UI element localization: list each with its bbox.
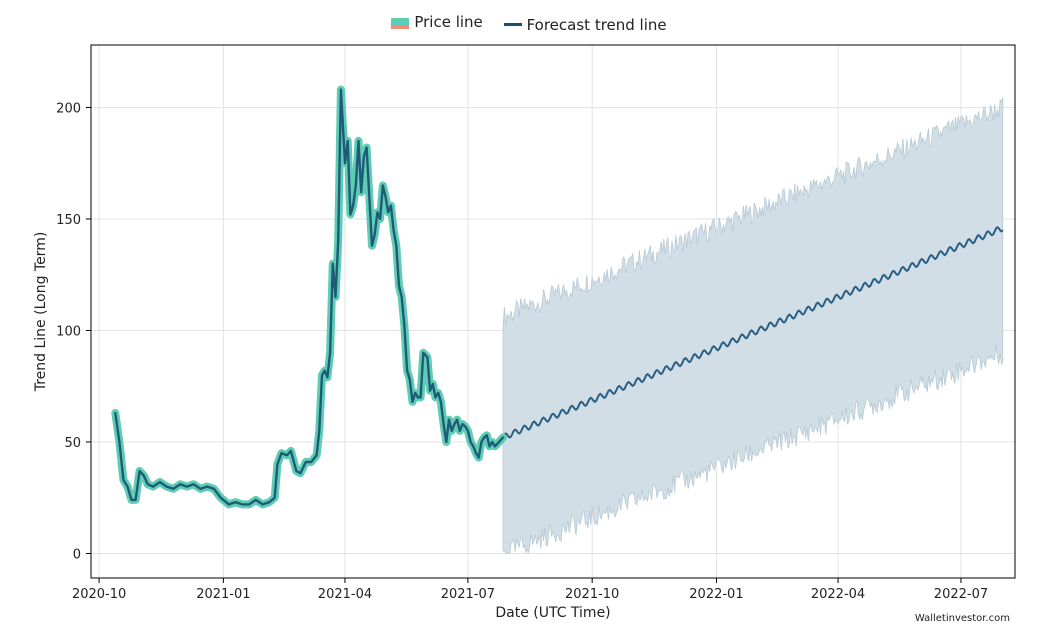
x-tick-label: 2022-07 — [934, 587, 988, 602]
y-tick-label: 50 — [64, 436, 81, 451]
legend: Price line Forecast trend line — [0, 12, 1058, 34]
y-tick-label: 100 — [56, 324, 81, 339]
forecast-band-layer — [502, 97, 1004, 555]
legend-label-price: Price line — [414, 13, 483, 31]
x-tick-label: 2022-04 — [811, 587, 865, 602]
legend-label-forecast: Forecast trend line — [526, 15, 667, 34]
series-layer — [111, 85, 1004, 509]
y-axis-label: Trend Line (Long Term) — [33, 232, 49, 393]
x-tick-label: 2021-04 — [318, 587, 372, 602]
ticks-layer: 2020-10 2021-01 2021-04 2021-07 2021-10 2022-… — [56, 101, 988, 602]
x-axis-label: Date (UTC Time) — [495, 605, 610, 621]
forecast-trend-line — [502, 226, 1004, 439]
price-line-swatch-icon — [391, 18, 410, 29]
legend-item-price[interactable]: Price line — [391, 13, 483, 31]
y-tick-label: 200 — [56, 101, 81, 116]
x-tick-label: 2021-10 — [565, 587, 619, 602]
forecast-line-swatch-icon — [503, 23, 522, 26]
y-tick-label: 150 — [56, 213, 81, 228]
forecast-confidence-band — [502, 97, 1004, 555]
x-tick-label: 2020-10 — [72, 587, 126, 602]
plot-frame — [90, 44, 1016, 579]
price-line — [114, 88, 505, 506]
x-tick-label: 2022-01 — [689, 587, 743, 602]
legend-item-forecast[interactable]: Forecast trend line — [503, 15, 667, 34]
x-tick-label: 2021-07 — [441, 587, 495, 602]
x-tick-label: 2021-01 — [196, 587, 250, 602]
watermark: Walletinvestor.com — [914, 613, 1010, 624]
y-tick-label: 0 — [73, 547, 81, 562]
